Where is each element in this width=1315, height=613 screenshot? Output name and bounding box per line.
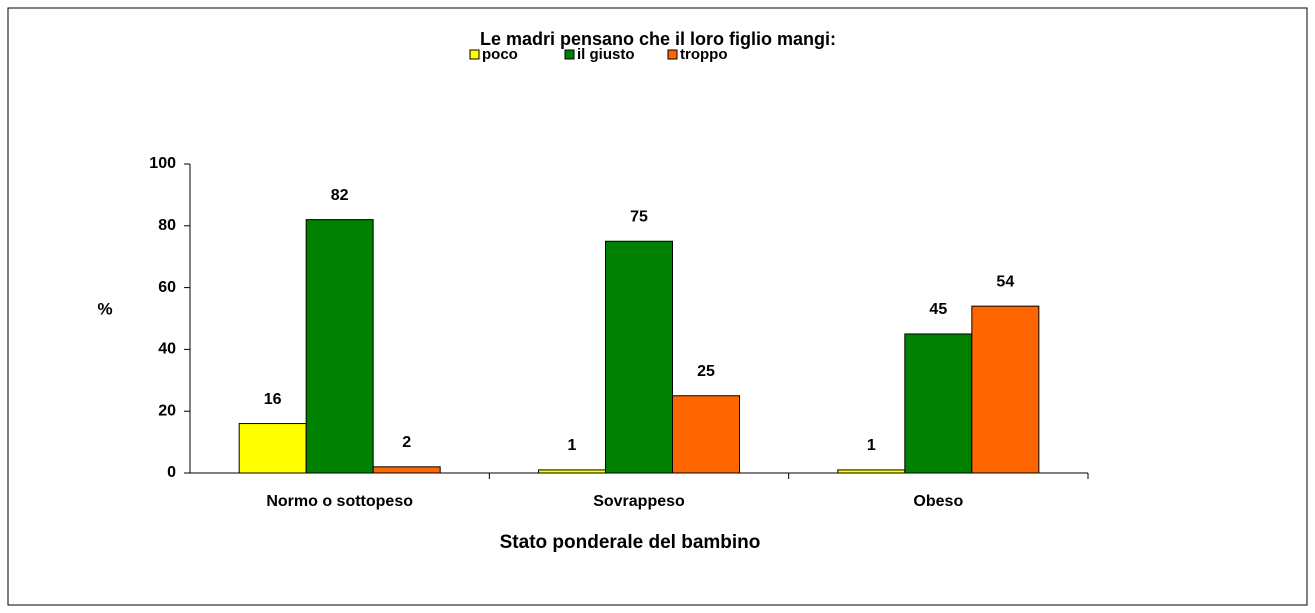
legend-label: il giusto: [577, 46, 635, 63]
y-tick-label: 80: [158, 217, 176, 234]
data-label: 75: [630, 208, 648, 225]
bar: [837, 469, 906, 474]
legend-label: poco: [482, 46, 518, 63]
bar: [305, 219, 374, 474]
data-label: 82: [331, 187, 349, 204]
data-label: 1: [568, 437, 577, 454]
bar: [605, 240, 673, 474]
data-label: 54: [996, 273, 1014, 290]
legend-swatch: [469, 49, 480, 60]
data-label: 16: [264, 391, 282, 408]
data-label: 1: [867, 437, 876, 454]
x-tick-label: Obeso: [913, 493, 963, 510]
bar: [971, 305, 1040, 474]
y-tick-label: 40: [158, 341, 176, 358]
x-tick-label: Sovrappeso: [593, 493, 685, 510]
legend-label: troppo: [680, 46, 727, 63]
y-tick-label: 60: [158, 279, 176, 296]
x-tick-label: Normo o sottopeso: [266, 493, 413, 510]
bar: [672, 395, 740, 474]
bar: [904, 333, 973, 474]
bar: [372, 466, 441, 474]
legend-swatch: [667, 49, 678, 60]
bar: [538, 469, 606, 474]
chart-title: Le madri pensano che il loro figlio mang…: [480, 29, 836, 49]
y-tick-label: 0: [167, 464, 176, 481]
data-label: 45: [929, 301, 947, 318]
x-axis-label: Stato ponderale del bambino: [500, 532, 761, 553]
y-tick-label: 100: [149, 155, 176, 172]
bar: [238, 423, 307, 474]
legend-swatch: [564, 49, 575, 60]
y-axis-label: %: [97, 299, 112, 318]
y-tick-label: 20: [158, 402, 176, 419]
data-label: 25: [697, 363, 715, 380]
data-label: 2: [402, 434, 411, 451]
